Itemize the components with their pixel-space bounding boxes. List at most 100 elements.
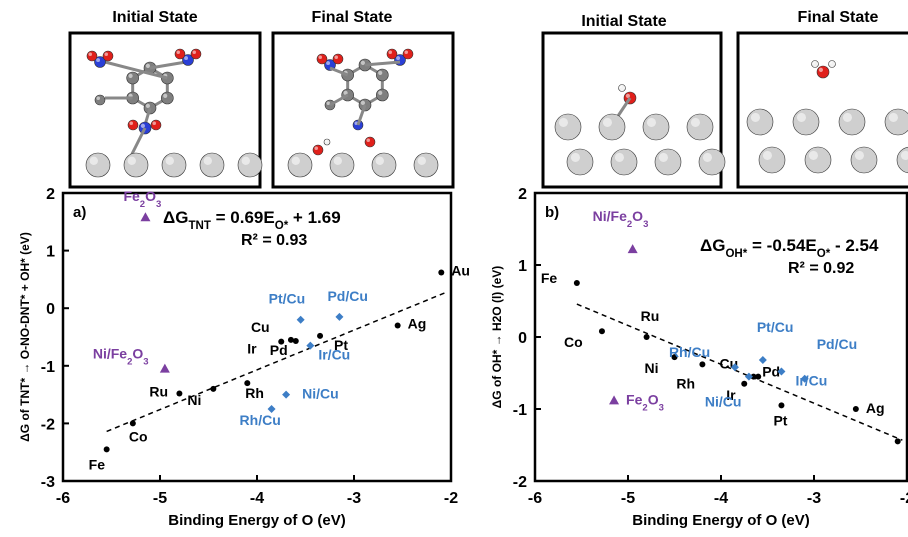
oxygen-atom-highlight — [176, 50, 180, 54]
surface-atom-highlight — [127, 156, 136, 165]
nitrogen-atom-highlight — [96, 58, 100, 62]
surface-atom — [554, 113, 582, 141]
surface-atom-highlight — [762, 150, 772, 160]
oxygen-atom — [402, 48, 414, 60]
data-point-rh-cu — [730, 363, 739, 372]
point-label-pt-cu: Pt/Cu — [757, 319, 794, 335]
surface-atom-highlight — [89, 156, 99, 165]
data-point-ir-cu — [306, 341, 315, 350]
point-label-rh-cu: Rh/Cu — [240, 412, 281, 428]
data-point-ni — [210, 385, 217, 392]
surface-atom-highlight — [842, 112, 852, 122]
y-tick-label: 0 — [518, 330, 527, 347]
surface-atom — [698, 148, 726, 176]
surface-atom-highlight — [602, 117, 612, 127]
surface-atom-highlight — [614, 152, 624, 162]
data-point-co — [129, 420, 136, 427]
bond — [364, 60, 401, 67]
oxygen-atom-highlight — [152, 121, 156, 125]
y-tick-label: -2 — [513, 474, 527, 491]
carbon-atom-highlight — [360, 60, 365, 65]
oxygen-atom — [364, 136, 376, 148]
point-label-co: Co — [564, 334, 583, 350]
surface-atom — [850, 146, 878, 174]
point-label-ir-cu: Ir/Cu — [795, 373, 827, 389]
point-label-ni: Ni — [645, 360, 659, 376]
x-tick-label: -5 — [621, 490, 635, 507]
oxygen-atom-highlight — [818, 67, 824, 72]
oxygen-atom — [190, 48, 202, 60]
surface-atom — [654, 148, 682, 176]
point-label-ni-cu: Ni/Cu — [705, 394, 742, 410]
oxygen-atom — [332, 53, 344, 65]
data-point-au — [894, 438, 901, 445]
carbon-atom-highlight — [378, 70, 383, 75]
carbon-atom-highlight — [360, 100, 365, 105]
surface-atom — [413, 152, 439, 178]
data-point-fe — [103, 446, 110, 453]
data-point-ru — [176, 390, 183, 397]
nitrogen-atom-highlight — [140, 123, 145, 128]
data-point-ni-fe2o3 — [627, 244, 638, 254]
methyl-carbon — [94, 94, 106, 106]
bond — [149, 60, 187, 70]
data-point-pt — [317, 332, 324, 339]
y-tick-label: -3 — [41, 474, 55, 491]
hydrogen-atom-highlight — [619, 85, 623, 88]
surface-atom — [610, 148, 638, 176]
oxygen-atom-highlight — [318, 55, 322, 59]
oxygen-atom-highlight — [314, 146, 318, 150]
surface-atom — [758, 146, 786, 174]
data-point-ir-cu — [777, 367, 786, 376]
surface-atom — [199, 152, 225, 178]
bond — [104, 60, 168, 80]
methyl-carbon-highlight — [326, 101, 330, 105]
oxygen-atom-highlight — [88, 52, 92, 56]
surface-atom-highlight — [165, 156, 174, 165]
oxygen-atom-highlight — [404, 50, 408, 54]
oxygen-atom — [150, 119, 162, 131]
x-axis-label: Binding Energy of O (eV) — [632, 512, 810, 529]
point-label-fe: Fe — [89, 456, 106, 472]
surface-atom — [123, 152, 149, 178]
oxygen-atom — [127, 119, 139, 131]
surface-atom — [642, 113, 670, 141]
oxygen-atom — [102, 50, 114, 62]
x-tick-label: -4 — [714, 490, 728, 507]
data-point-ni-cu — [282, 390, 291, 399]
surface-atom — [329, 152, 355, 178]
oxygen-atom-highlight — [366, 138, 370, 142]
data-point-co — [598, 328, 605, 335]
y-tick-label: 1 — [46, 244, 55, 261]
oxygen-atom — [86, 50, 98, 62]
point-label-fe2o3: Fe2O3 — [123, 188, 161, 210]
carbon-atom — [376, 68, 389, 82]
surface-atom-highlight — [241, 156, 250, 165]
surface-atom-highlight — [558, 117, 568, 127]
surface-atom — [804, 146, 832, 174]
point-label-ni: Ni — [187, 392, 201, 408]
point-label-ir: Ir — [247, 341, 257, 357]
nitrogen-atom-highlight — [396, 56, 401, 60]
left-final-state-title: Final State — [312, 9, 393, 26]
point-label-pd-cu: Pd/Cu — [327, 288, 367, 304]
carbon-atom — [376, 88, 389, 102]
data-point-pd — [292, 338, 299, 345]
hydrogen-atom-highlight — [812, 61, 816, 64]
surface-atom — [85, 152, 111, 178]
surface-atom-highlight — [291, 156, 300, 165]
surface-atom — [686, 113, 714, 141]
point-label-fe2o3: Fe2O3 — [626, 391, 664, 413]
nitrogen-atom-highlight — [326, 61, 331, 65]
x-tick-label: -4 — [250, 490, 264, 507]
oxygen-atom — [816, 65, 830, 79]
x-axis-label: Binding Energy of O (eV) — [168, 512, 346, 529]
surface-atom — [838, 108, 866, 136]
data-point-pt-cu — [758, 356, 767, 365]
hydrogen-atom-highlight — [324, 139, 328, 142]
carbon-atom-highlight — [145, 63, 150, 68]
y-tick-label: 2 — [518, 186, 527, 203]
carbon-atom — [126, 71, 139, 85]
surface-atom — [598, 113, 626, 141]
oxygen-atom — [174, 48, 186, 60]
